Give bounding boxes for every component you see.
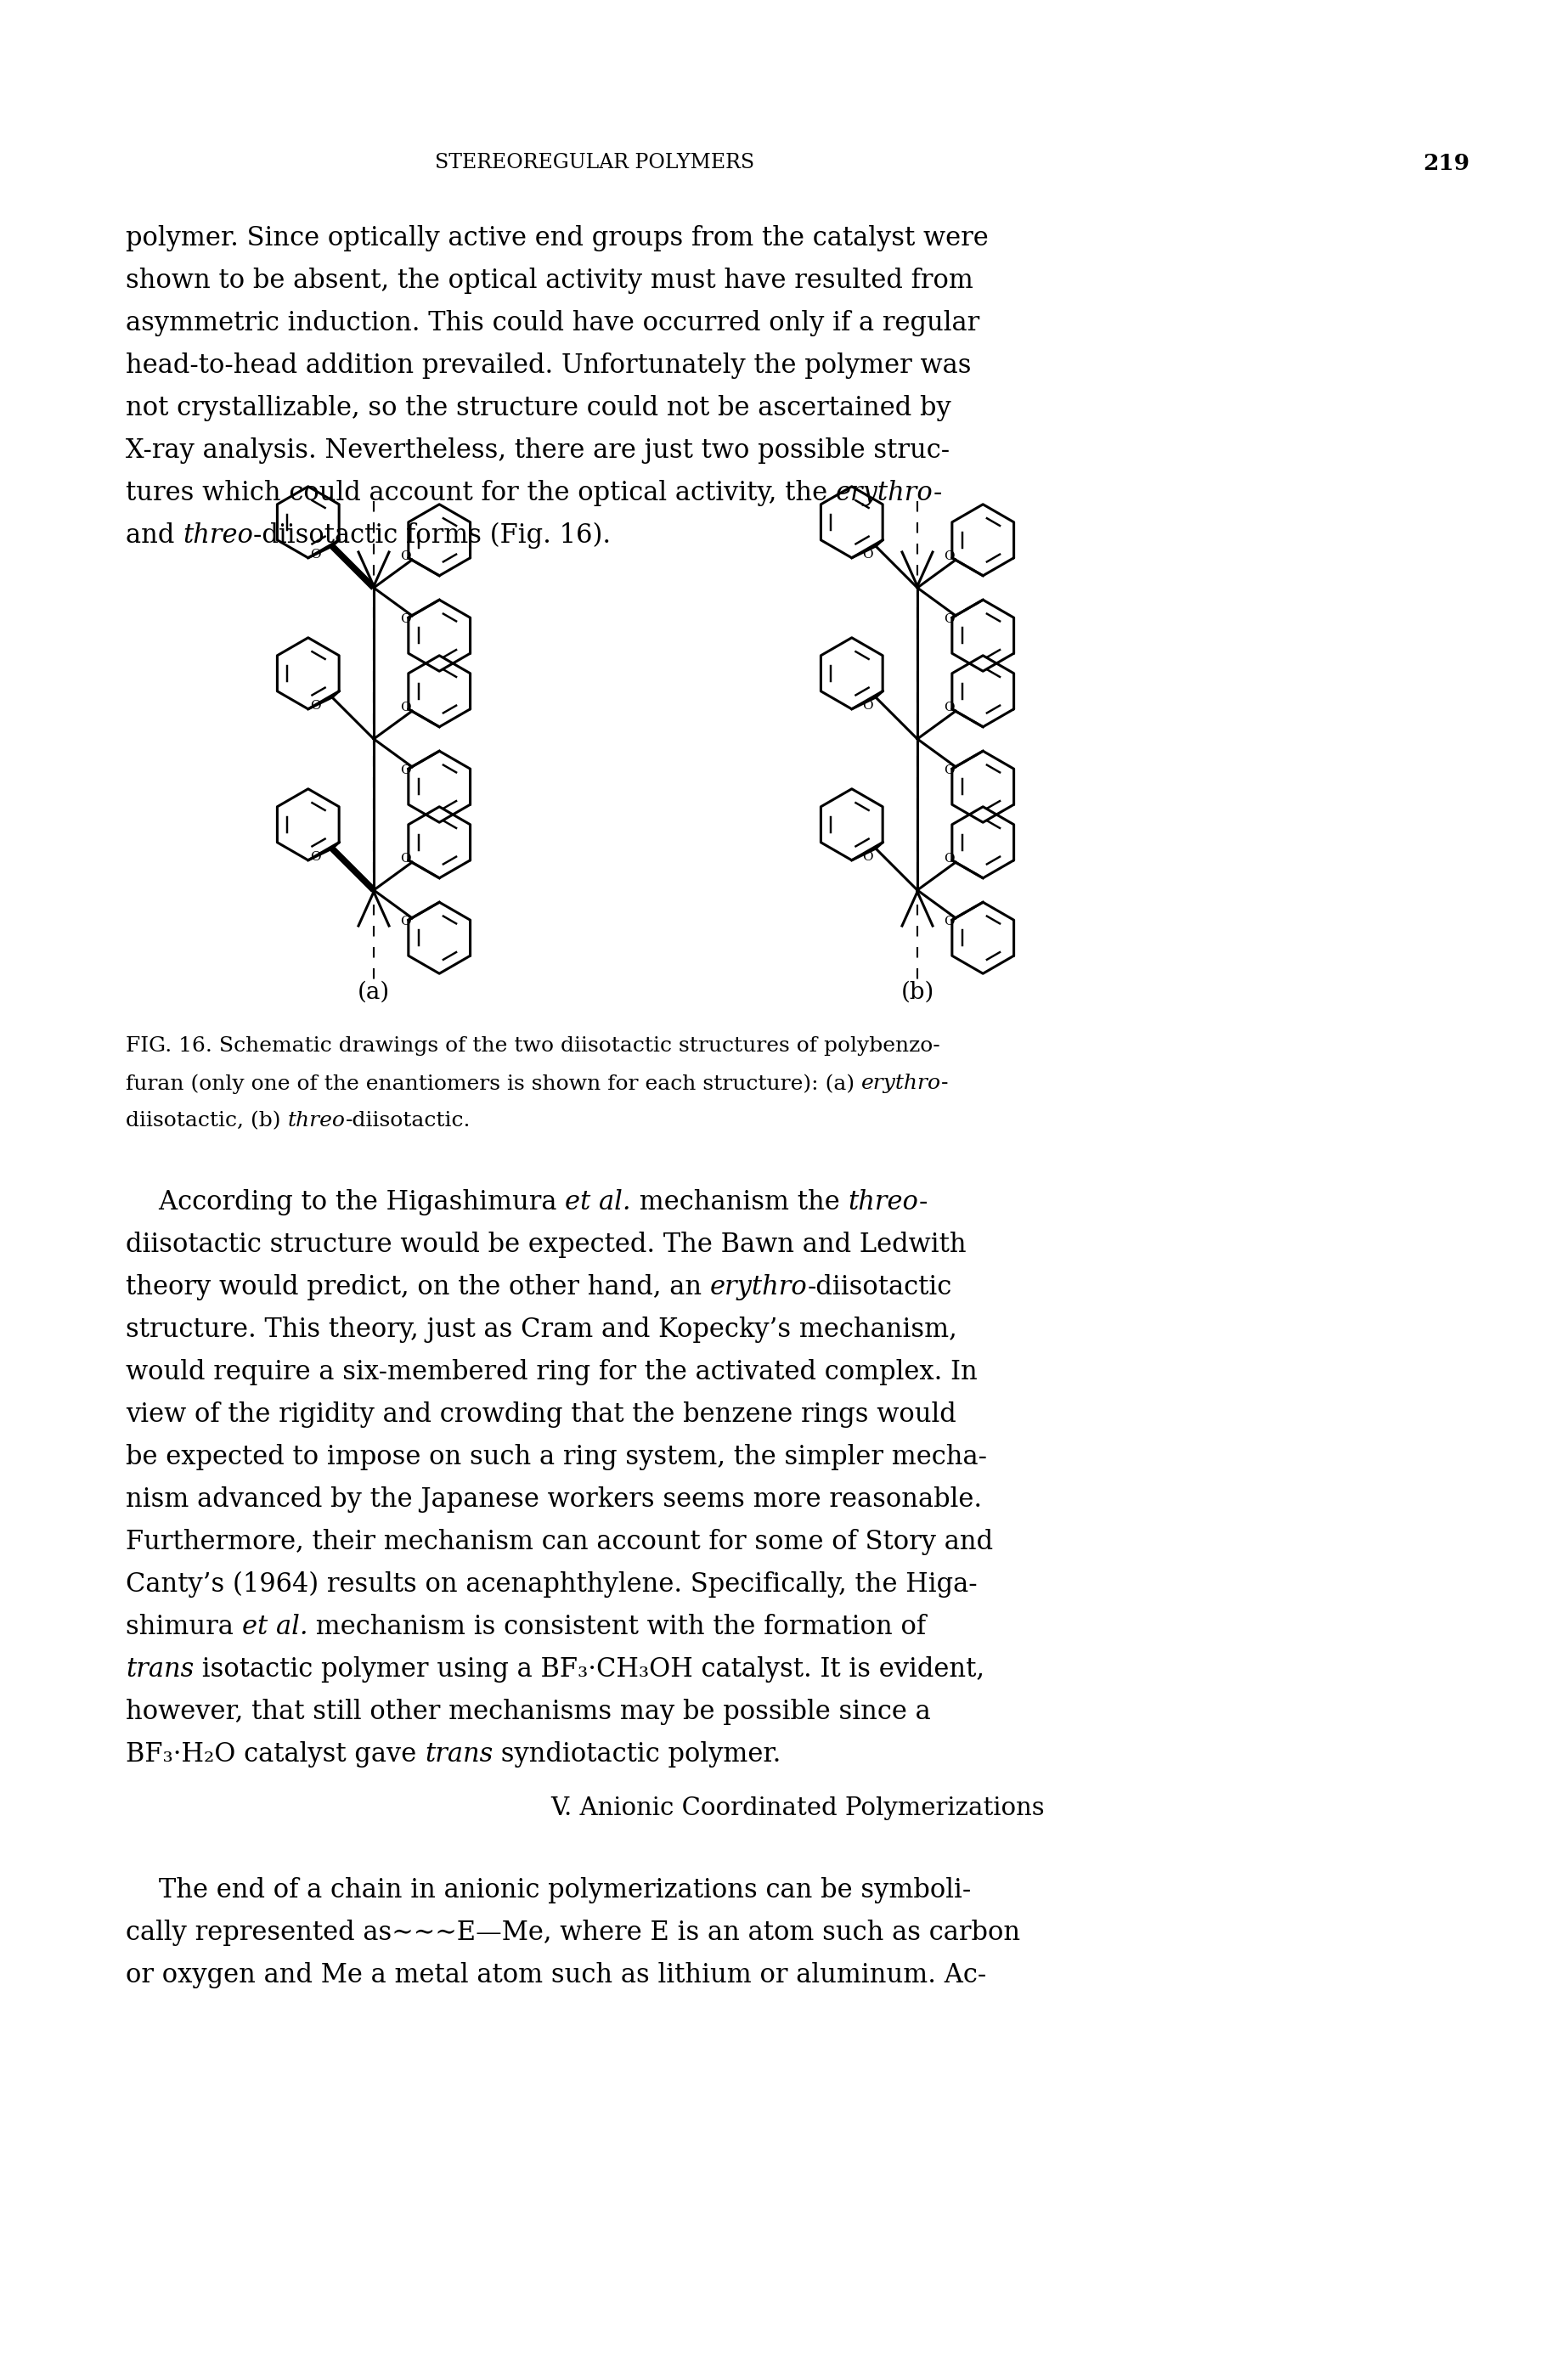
Text: head-to-head addition prevailed. Unfortunately the polymer was: head-to-head addition prevailed. Unfortu… [125,354,971,379]
Text: mechanism the: mechanism the [630,1190,848,1216]
Text: -: - [941,1072,949,1094]
Text: O: O [944,613,955,625]
Text: et al.: et al. [564,1190,630,1216]
Text: syndiotactic polymer.: syndiotactic polymer. [492,1742,781,1768]
Text: nism advanced by the Japanese workers seems more reasonable.: nism advanced by the Japanese workers se… [125,1487,982,1513]
Text: O: O [400,764,411,775]
Text: erythro: erythro [836,481,933,507]
Text: threo: threo [848,1190,919,1216]
Text: erythro: erythro [710,1275,808,1301]
Text: mechanism is consistent with the formation of: mechanism is consistent with the formati… [307,1615,927,1640]
Text: cally represented as∼∼∼E—Me, where E is an atom such as carbon: cally represented as∼∼∼E—Me, where E is … [125,1919,1021,1947]
Text: O: O [400,853,411,865]
Text: shown to be absent, the optical activity must have resulted from: shown to be absent, the optical activity… [125,269,974,295]
Text: FIG. 16. Schematic drawings of the two diisotactic structures of polybenzo-: FIG. 16. Schematic drawings of the two d… [125,1037,941,1056]
Text: BF₃·H₂O catalyst gave: BF₃·H₂O catalyst gave [125,1742,425,1768]
Text: shimura: shimura [125,1615,241,1640]
Text: et al.: et al. [241,1615,307,1640]
Text: O: O [944,853,955,865]
Text: O: O [862,549,873,561]
Text: According to the Higashimura: According to the Higashimura [125,1190,564,1216]
Text: (b): (b) [900,981,935,1004]
Text: O: O [400,613,411,625]
Text: O: O [944,764,955,775]
Text: O: O [400,702,411,714]
Text: STEREOREGULAR POLYMERS: STEREOREGULAR POLYMERS [434,153,754,172]
Text: asymmetric induction. This could have occurred only if a regular: asymmetric induction. This could have oc… [125,311,980,337]
Text: polymer. Since optically active end groups from the catalyst were: polymer. Since optically active end grou… [125,224,988,252]
Text: O: O [310,549,321,561]
Text: tures which could account for the optical activity, the: tures which could account for the optica… [125,481,836,507]
Text: threo: threo [287,1110,345,1131]
Text: V. Anionic Coordinated Polymerizations: V. Anionic Coordinated Polymerizations [550,1796,1044,1820]
Text: trans: trans [425,1742,492,1768]
Text: isotactic polymer using a BF₃·CH₃OH catalyst. It is evident,: isotactic polymer using a BF₃·CH₃OH cata… [194,1657,985,1683]
Text: -diisotactic: -diisotactic [808,1275,952,1301]
Text: O: O [400,915,411,929]
Text: would require a six-membered ring for the activated complex. In: would require a six-membered ring for th… [125,1360,977,1386]
Text: diisotactic, (b): diisotactic, (b) [125,1110,287,1131]
Text: O: O [400,552,411,563]
Text: not crystallizable, so the structure could not be ascertained by: not crystallizable, so the structure cou… [125,396,952,422]
Text: theory would predict, on the other hand, an: theory would predict, on the other hand,… [125,1275,710,1301]
Text: -: - [933,481,942,507]
Text: -diisotactic.: -diisotactic. [345,1110,470,1131]
Text: O: O [310,700,321,712]
Text: O: O [944,702,955,714]
Text: and: and [125,523,183,549]
Text: -diisotactic forms (Fig. 16).: -diisotactic forms (Fig. 16). [252,523,612,549]
Text: X-ray analysis. Nevertheless, there are just two possible struc-: X-ray analysis. Nevertheless, there are … [125,438,950,464]
Text: Furthermore, their mechanism can account for some of Story and: Furthermore, their mechanism can account… [125,1530,993,1556]
Text: trans: trans [125,1657,194,1683]
Text: O: O [944,915,955,929]
Text: Canty’s (1964) results on acenaphthylene. Specifically, the Higa-: Canty’s (1964) results on acenaphthylene… [125,1572,977,1598]
Text: or oxygen and Me a metal atom such as lithium or aluminum. Ac-: or oxygen and Me a metal atom such as li… [125,1961,986,1989]
Text: O: O [944,552,955,563]
Text: erythro: erythro [861,1072,941,1094]
Text: view of the rigidity and crowding that the benzene rings would: view of the rigidity and crowding that t… [125,1402,956,1428]
Text: O: O [862,851,873,863]
Text: -: - [919,1190,927,1216]
Text: O: O [862,700,873,712]
Text: structure. This theory, just as Cram and Kopecky’s mechanism,: structure. This theory, just as Cram and… [125,1318,956,1343]
Text: furan (only one of the enantiomers is shown for each structure): (a): furan (only one of the enantiomers is sh… [125,1072,861,1094]
Text: 219: 219 [1422,153,1469,174]
Text: diisotactic structure would be expected. The Bawn and Ledwith: diisotactic structure would be expected.… [125,1233,966,1259]
Text: O: O [310,851,321,863]
Text: (a): (a) [358,981,390,1004]
Text: threo: threo [183,523,252,549]
Text: however, that still other mechanisms may be possible since a: however, that still other mechanisms may… [125,1699,931,1725]
Text: be expected to impose on such a ring system, the simpler mecha-: be expected to impose on such a ring sys… [125,1445,986,1471]
Text: The end of a chain in anionic polymerizations can be symboli-: The end of a chain in anionic polymeriza… [125,1876,971,1904]
